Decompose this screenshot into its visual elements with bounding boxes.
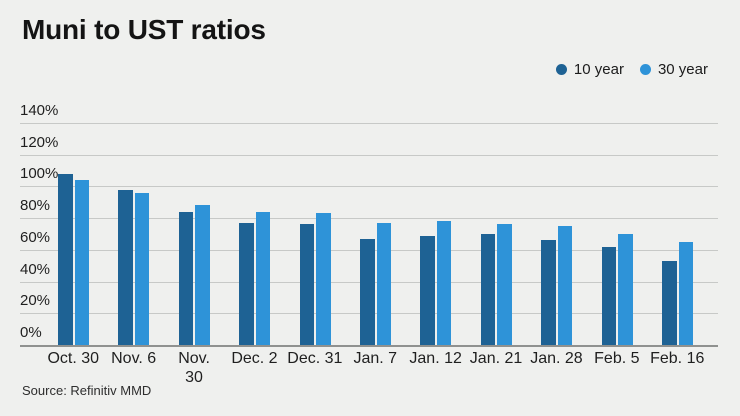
bar-10-year-feb-5 (601, 246, 617, 345)
chart-title: Muni to UST ratios (22, 14, 266, 45)
gridline-140 (20, 123, 718, 124)
xtick-label-dec-2: Dec. 2 (231, 350, 278, 367)
gridline-120 (20, 154, 718, 156)
gridline-100 (20, 186, 718, 188)
gridline-80 (20, 218, 718, 220)
bar-30-year-jan-21 (497, 224, 512, 345)
bar-10-year-nov-6 (118, 189, 133, 345)
ytick-label-20: 20% (20, 292, 51, 310)
xtick-label-dec-31: Dec. 31 (287, 350, 343, 367)
bar-10-year-jan-28 (541, 240, 556, 345)
xtick-label-nov-30: Nov. 30 (178, 350, 210, 386)
legend-item-30-year: 30 year (639, 61, 708, 78)
bar-30-year-oct-30 (74, 180, 89, 345)
ytick-label-40: 40% (20, 260, 51, 278)
ytick-label-60: 60% (20, 228, 51, 246)
ytick-label-100: 100% (20, 165, 59, 183)
legend-label-10-year: 10 year (573, 61, 624, 78)
xtick-label-oct-30: Oct. 30 (47, 350, 100, 367)
legend-dot-30-year-icon (639, 64, 651, 75)
bar-10-year-feb-16 (662, 260, 677, 345)
ytick-label-140: 140% (20, 102, 59, 119)
legend: 10 year 30 year (555, 61, 708, 78)
ytick-label-80: 80% (20, 197, 51, 215)
ytick-label-120: 120% (20, 133, 59, 151)
legend-dot-10-year-icon (555, 64, 567, 75)
xtick-label-nov-6: Nov. 6 (111, 350, 157, 367)
bar-10-year-dec-31 (299, 224, 315, 345)
bar-30-year-feb-16 (678, 241, 693, 345)
bar-30-year-dec-31 (316, 213, 331, 345)
bar-10-year-oct-30 (58, 173, 73, 345)
ytick-label-0: 0% (20, 324, 42, 341)
source-note: Source: Refinitiv MMD (22, 383, 152, 398)
xtick-label-jan-28: Jan. 28 (530, 350, 583, 367)
bar-10-year-jan-21 (480, 234, 496, 345)
xtick-label-jan-21: Jan. 21 (469, 350, 523, 367)
bar-10-year-dec-2 (239, 222, 254, 345)
bar-10-year-nov-30 (178, 211, 194, 345)
legend-item-10-year: 10 year (555, 61, 624, 78)
bar-30-year-jan-28 (557, 226, 573, 345)
bar-30-year-jan-7 (376, 222, 391, 345)
bar-30-year-nov-6 (134, 192, 150, 345)
bar-30-year-jan-12 (436, 221, 452, 345)
xtick-label-jan-12: Jan. 12 (409, 350, 462, 367)
xtick-label-feb-16: Feb. 16 (650, 350, 705, 367)
bar-30-year-feb-5 (618, 234, 633, 345)
bar-30-year-dec-2 (255, 211, 271, 345)
xtick-label-feb-5: Feb. 5 (594, 350, 640, 367)
gridline-0 (20, 345, 718, 347)
bar-30-year-nov-30 (195, 205, 210, 345)
bar-10-year-jan-12 (420, 235, 435, 345)
bar-10-year-jan-7 (360, 238, 375, 345)
legend-label-30-year: 30 year (657, 61, 708, 78)
xtick-label-jan-7: Jan. 7 (353, 350, 398, 367)
